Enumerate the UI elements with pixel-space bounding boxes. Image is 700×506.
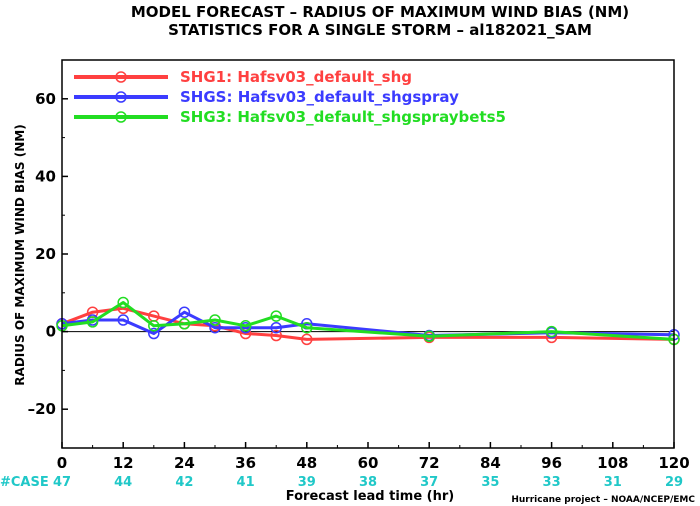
series-2-point: [209, 321, 221, 334]
series-3-point: [423, 330, 435, 343]
x-tick-label: 48: [296, 454, 317, 472]
axes-layer: 0 12 24 36 48 60 72 84 96 108 120 –20 0 20 40 60 47 44 42 4…: [28, 59, 690, 490]
case-count: 42: [175, 475, 193, 490]
y-tick-label: 60: [35, 90, 56, 108]
series-1-point: [301, 333, 313, 346]
legend-entry-1: SHG1: Hafsv03_default_shg: [180, 68, 412, 86]
credit-text: Hurricane project – NOAA/NCEP/EMC: [511, 495, 695, 505]
legend-entry-2: SHGS: Hafsv03_default_shgspray: [180, 88, 459, 106]
series-1-point: [270, 329, 282, 342]
y-tick-label: 20: [35, 245, 56, 263]
series-3-point: [117, 296, 129, 309]
x-tick-label: 120: [658, 454, 689, 472]
series-line-3: [61, 301, 675, 341]
legend: SHG1: Hafsv03_default_shg SHGS: Hafsv03_d…: [74, 68, 506, 126]
x-tick-label: 24: [174, 454, 195, 472]
series-layer: [56, 296, 680, 346]
case-count: 35: [481, 475, 499, 490]
x-tick-label: 108: [597, 454, 628, 472]
case-count: 39: [298, 475, 316, 490]
case-count: 29: [665, 475, 683, 490]
legend-swatch-marker: [115, 111, 127, 123]
case-label: #CASE: [0, 475, 49, 490]
x-axis-label: Forecast lead time (hr): [286, 489, 454, 504]
series-2-point: [178, 306, 191, 318]
y-tick-label: 40: [35, 167, 56, 185]
legend-entry-3: SHG3: Hafsv03_default_shgspraybets5: [180, 108, 506, 126]
series-2-point: [270, 321, 282, 334]
case-count: 47: [53, 475, 71, 490]
series-3-point: [148, 320, 160, 332]
case-count: 41: [237, 475, 255, 490]
chart-title: MODEL FORECAST – RADIUS OF MAXIMUM WIND …: [131, 3, 629, 21]
series-2-point: [117, 314, 129, 326]
x-tick-label: 96: [541, 454, 562, 472]
chart-subtitle: STATISTICS FOR A SINGLE STORM – al182021…: [168, 21, 592, 39]
y-tick-label: –20: [28, 400, 56, 418]
series-3-point: [270, 310, 282, 322]
x-tick-label: 12: [113, 454, 134, 472]
series-3-point: [209, 314, 221, 326]
x-tick-label: 84: [480, 454, 501, 472]
legend-swatch-marker: [115, 91, 127, 103]
series-3-point: [239, 320, 252, 332]
case-count: 37: [420, 475, 438, 490]
y-axis-label: RADIUS OF MAXIMUM WIND BIAS (NM): [13, 124, 27, 385]
case-count: 31: [604, 475, 622, 490]
x-tick-label: 0: [57, 454, 67, 472]
series-3-point: [301, 321, 313, 334]
series-3-point: [86, 316, 99, 328]
series-3-point: [178, 318, 191, 330]
case-count: 33: [543, 475, 561, 490]
x-tick-label: 72: [419, 454, 440, 472]
case-count: 44: [114, 475, 132, 490]
series-2-point: [148, 327, 160, 340]
x-tick-label: 36: [235, 454, 256, 472]
case-count: 38: [359, 475, 377, 490]
legend-swatch-marker: [115, 71, 127, 83]
x-tick-label: 60: [358, 454, 379, 472]
series-3-point: [545, 325, 558, 338]
y-tick-label: 0: [46, 323, 56, 341]
